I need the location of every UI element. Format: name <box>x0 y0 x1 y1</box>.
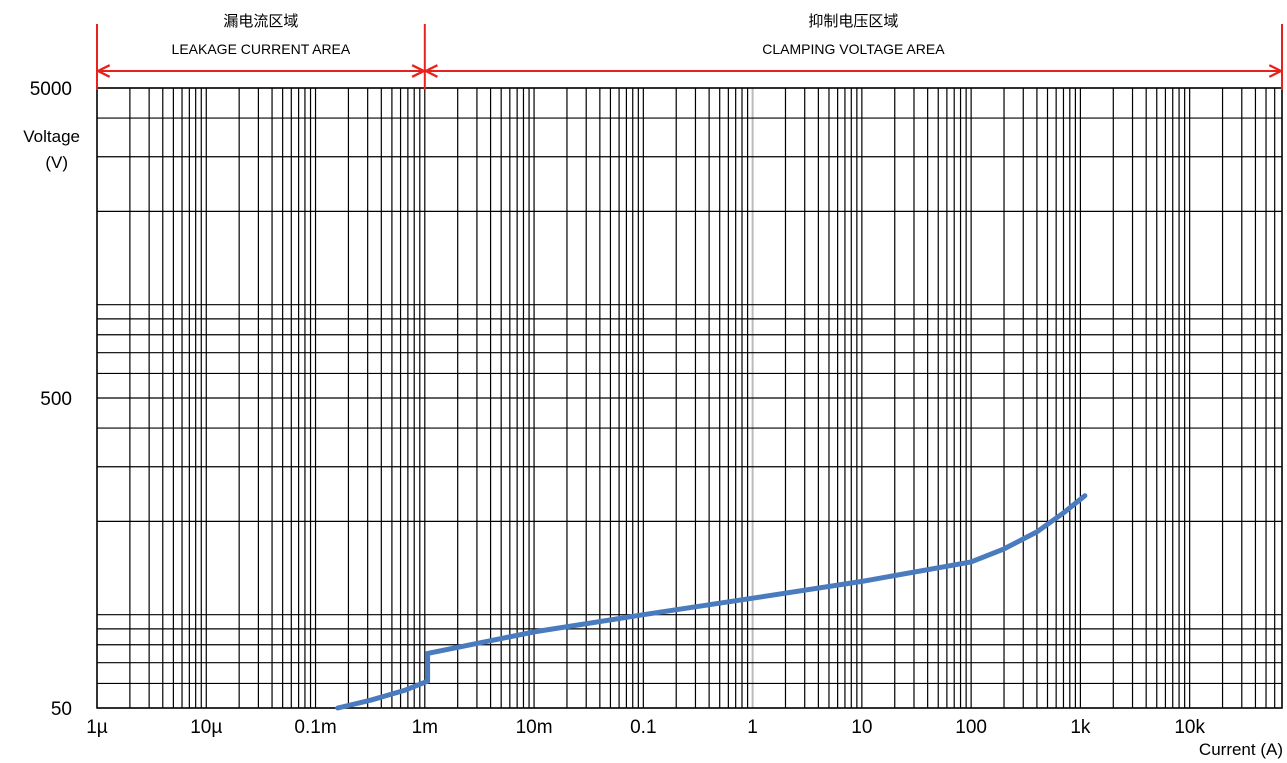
x-tick-label: 0.1 <box>630 717 656 738</box>
x-axis-ticks: 1µ 10µ 0.1m 1m 10m 0.1 1 10 100 1k 10k <box>86 717 1205 738</box>
series-layer <box>335 493 1088 711</box>
region-label-en: LEAKAGE CURRENT AREA <box>172 41 351 57</box>
y-tick-label: 5000 <box>30 79 72 100</box>
x-tick-label: 10µ <box>190 717 222 738</box>
y-tick-label: 50 <box>51 699 72 720</box>
grid <box>96 87 1283 709</box>
x-tick-label: 1m <box>412 717 438 738</box>
x-tick-label: 1k <box>1070 717 1091 738</box>
region-label-cn: 抑制电压区域 <box>808 12 898 30</box>
x-tick-label: 10m <box>516 717 553 738</box>
region-label-cn: 漏电流区域 <box>223 12 298 30</box>
y-tick-label: 500 <box>40 389 72 410</box>
x-axis-title: Current (A) <box>1199 740 1283 759</box>
x-tick-label: 1 <box>747 717 758 738</box>
series-line <box>335 493 1088 711</box>
y-axis-ticks: 5000 500 50 <box>30 79 72 720</box>
region-annotations: 漏电流区域 LEAKAGE CURRENT AREA 抑制电压区域 CLAMPING … <box>96 12 1283 90</box>
y-axis-title-line1: Voltage <box>23 127 80 146</box>
plot-frame <box>96 87 1283 709</box>
y-axis-title-line2: (V) <box>45 153 68 172</box>
x-tick-label: 0.1m <box>294 717 336 738</box>
region-label-en: CLAMPING VOLTAGE AREA <box>762 41 945 57</box>
x-tick-label: 10k <box>1174 717 1205 738</box>
x-tick-label: 100 <box>955 717 987 738</box>
x-tick-label: 10 <box>851 717 872 738</box>
x-tick-label: 1µ <box>86 717 108 738</box>
